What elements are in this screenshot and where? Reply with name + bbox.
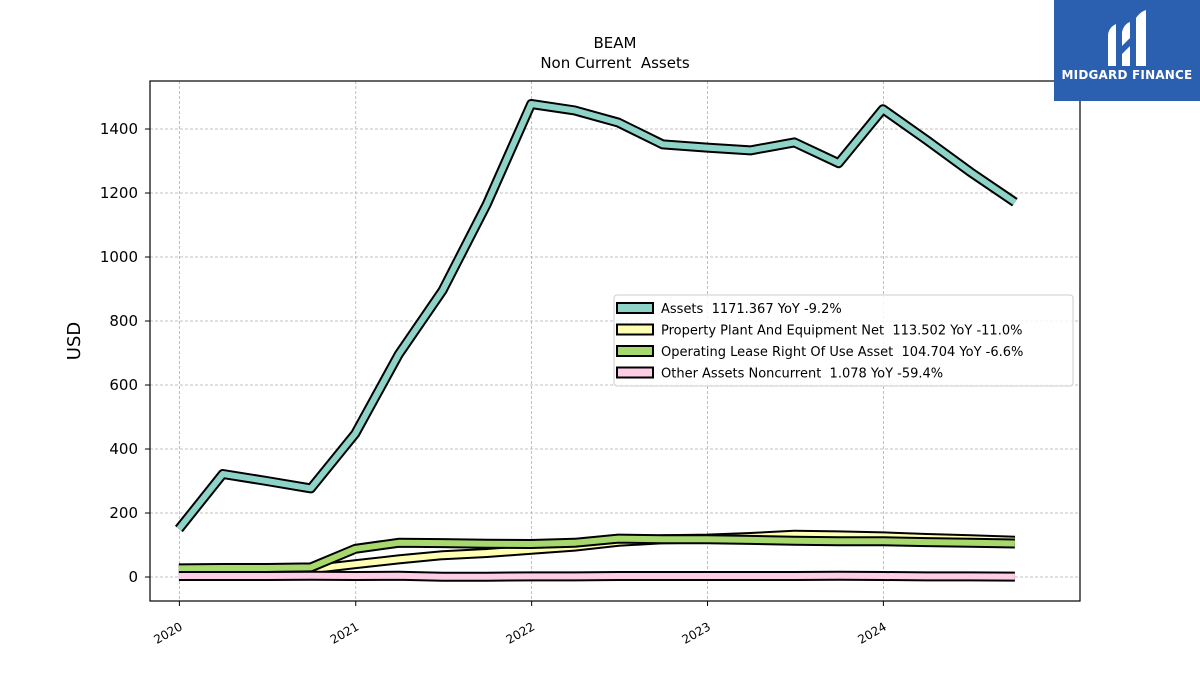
x-tick-label: 2020 <box>151 619 184 646</box>
series-line-3 <box>178 535 1015 572</box>
brand-logo-text: MIDGARD FINANCE <box>1061 68 1193 82</box>
legend-box <box>613 294 1074 387</box>
legend-label-4: Other Assets Noncurrent 1.078 YoY -59.4% <box>661 367 943 382</box>
y-tick-label: 600 <box>109 376 138 394</box>
legend-swatch-3 <box>616 345 654 357</box>
y-tick-label: 0 <box>128 568 138 586</box>
legend-label-2: Property Plant And Equipment Net 113.502… <box>661 324 1022 339</box>
y-tick-label: 400 <box>109 440 138 458</box>
y-tick-label: 800 <box>109 312 138 330</box>
y-tick-label: 1000 <box>100 248 138 266</box>
y-tick-label: 1200 <box>100 184 138 202</box>
x-tick-label: 2024 <box>855 619 888 646</box>
series-line-4 <box>178 572 1015 580</box>
series-line-1 <box>176 101 1017 531</box>
x-tick-label: 2022 <box>504 619 537 646</box>
axis-ticks: 0 200 400 600 800 1000 1200 1400 2020 2021 2022 202… <box>100 120 889 647</box>
x-tick-label: 2023 <box>680 619 713 646</box>
legend-swatch-1 <box>616 302 654 314</box>
y-axis-label: USD <box>64 322 85 360</box>
legend: Assets 1171.367 YoY -9.2% Property Plant … <box>613 294 1074 387</box>
chart-title: BEAM <box>594 34 637 52</box>
midgard-logo-icon <box>1108 10 1146 66</box>
legend-label-1: Assets 1171.367 YoY -9.2% <box>661 302 842 317</box>
chart-subtitle: Non Current Assets <box>540 54 690 72</box>
legend-swatch-2 <box>616 323 654 336</box>
brand-logo: MIDGARD FINANCE <box>1054 0 1200 101</box>
y-tick-label: 200 <box>109 504 138 522</box>
x-tick-label: 2021 <box>328 619 361 646</box>
legend-swatch-4 <box>616 366 654 379</box>
plot-frame <box>149 80 1081 602</box>
y-tick-label: 1400 <box>100 120 138 138</box>
series-group <box>174 99 1018 582</box>
legend-label-3: Operating Lease Right Of Use Asset 104.7… <box>661 345 1023 360</box>
